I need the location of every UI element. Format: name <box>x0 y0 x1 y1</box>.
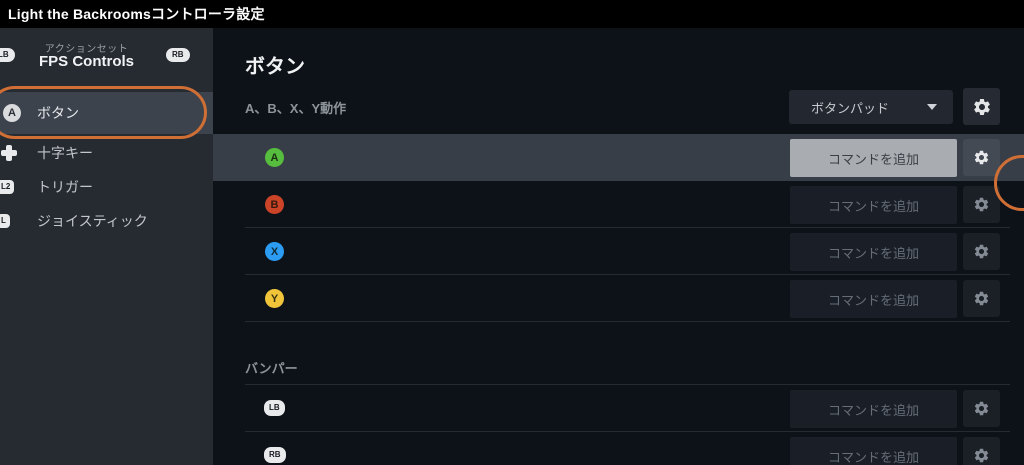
lb-button-icon: LB <box>264 400 285 416</box>
add-command-button[interactable]: コマンドを追加 <box>790 390 957 428</box>
add-command-button[interactable]: コマンドを追加 <box>790 233 957 271</box>
gear-icon <box>973 98 990 115</box>
button-row-lb: LB コマンドを追加 <box>213 385 1024 432</box>
mode-dropdown[interactable]: ボタンパッド <box>789 90 953 124</box>
lb-shoulder-icon[interactable]: LB <box>0 48 15 62</box>
section-heading: ボタン <box>245 56 305 78</box>
action-set-label: アクションセット <box>44 44 129 55</box>
main-panel: ボタン A、B、X、Y動作 ボタンパッド A コマンドを追加 B コマンドを追加… <box>213 28 1024 465</box>
sidebar-item-dpad[interactable]: 十字キー <box>0 136 213 170</box>
mode-dropdown-value: ボタンパッド <box>811 100 890 116</box>
sidebar-item-label: 十字キー <box>37 145 93 161</box>
joystick-icon: L <box>0 214 10 228</box>
sidebar-item-buttons[interactable]: A ボタン <box>0 92 213 134</box>
button-row-b: B コマンドを追加 <box>213 181 1024 228</box>
add-command-button[interactable]: コマンドを追加 <box>790 186 957 224</box>
add-command-button[interactable]: コマンドを追加 <box>790 280 957 318</box>
rb-shoulder-icon[interactable]: RB <box>166 48 190 62</box>
bumper-rows: LB コマンドを追加 RB コマンドを追加 <box>213 385 1024 465</box>
sidebar-item-joysticks[interactable]: L ジョイスティック <box>0 204 213 238</box>
divider <box>245 384 1010 385</box>
b-button-icon: B <box>265 195 284 214</box>
button-row-x: X コマンドを追加 <box>213 228 1024 275</box>
add-command-button[interactable]: コマンドを追加 <box>790 437 957 465</box>
abxy-group-label: A、B、X、Y動作 <box>245 101 347 116</box>
button-row-rb: RB コマンドを追加 <box>213 432 1024 465</box>
y-button-icon: Y <box>265 289 284 308</box>
sidebar-item-label: ボタン <box>37 105 79 121</box>
trigger-icon: L2 <box>0 180 15 194</box>
rb-button-icon: RB <box>264 447 286 463</box>
gear-icon <box>974 244 989 259</box>
row-gear-button[interactable] <box>963 437 1000 465</box>
a-button-icon: A <box>3 104 21 122</box>
gear-icon <box>974 448 989 463</box>
row-gear-button[interactable] <box>963 139 1000 176</box>
dpad-icon <box>1 145 17 161</box>
sidebar-item-label: トリガー <box>37 179 93 195</box>
gear-icon <box>974 197 989 212</box>
page-title: Light the Backroomsコントローラ設定 <box>8 6 265 22</box>
row-gear-button[interactable] <box>963 390 1000 427</box>
gear-icon <box>974 150 989 165</box>
row-gear-button[interactable] <box>963 280 1000 317</box>
sidebar: アクションセット FPS Controls LB RB A ボタン 十字キー L… <box>0 28 213 465</box>
button-row-y: Y コマンドを追加 <box>213 275 1024 322</box>
x-button-icon: X <box>265 242 284 261</box>
gear-icon <box>974 401 989 416</box>
abxy-settings-gear-button[interactable] <box>963 88 1000 125</box>
a-button-icon: A <box>265 148 284 167</box>
action-set-header: アクションセット FPS Controls LB RB <box>0 28 213 88</box>
add-command-button[interactable]: コマンドを追加 <box>790 139 957 177</box>
action-set-name: FPS Controls <box>38 53 134 70</box>
sidebar-item-triggers[interactable]: L2 トリガー <box>0 170 213 204</box>
row-gear-button[interactable] <box>963 186 1000 223</box>
title-bar: Light the Backroomsコントローラ設定 <box>0 0 1024 28</box>
abxy-rows: A コマンドを追加 B コマンドを追加 X コマンドを追加 Y コマンドを追加 <box>213 134 1024 322</box>
button-row-a: A コマンドを追加 <box>213 134 1024 181</box>
sidebar-nav: A ボタン 十字キー L2 トリガー L ジョイスティック <box>0 92 213 238</box>
sidebar-item-label: ジョイスティック <box>37 213 148 229</box>
row-gear-button[interactable] <box>963 233 1000 270</box>
gear-icon <box>974 291 989 306</box>
chevron-down-icon <box>927 104 937 110</box>
bumper-group-label: バンパー <box>245 361 298 376</box>
